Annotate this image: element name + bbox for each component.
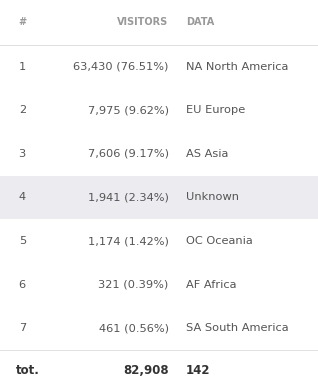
Text: 7,975 (9.62%): 7,975 (9.62%) [87, 105, 169, 115]
Text: OC Oceania: OC Oceania [186, 236, 253, 246]
Text: SA South America: SA South America [186, 323, 289, 333]
Text: 461 (0.56%): 461 (0.56%) [99, 323, 169, 333]
Text: 5: 5 [19, 236, 26, 246]
Text: NA North America: NA North America [186, 62, 288, 72]
Text: tot.: tot. [16, 364, 40, 377]
Text: 321 (0.39%): 321 (0.39%) [98, 280, 169, 290]
Text: DATA: DATA [186, 18, 214, 27]
Bar [0, 176, 318, 219]
Text: 1,941 (2.34%): 1,941 (2.34%) [88, 192, 169, 203]
Text: Unknown: Unknown [186, 192, 239, 203]
Text: 1,174 (1.42%): 1,174 (1.42%) [88, 236, 169, 246]
Text: 7: 7 [19, 323, 26, 333]
Text: 82,908: 82,908 [123, 364, 169, 377]
Text: VISITORS: VISITORS [117, 18, 169, 27]
Text: 6: 6 [19, 280, 26, 290]
Text: AF Africa: AF Africa [186, 280, 237, 290]
Text: AS Asia: AS Asia [186, 149, 228, 159]
Text: 7,606 (9.17%): 7,606 (9.17%) [87, 149, 169, 159]
Text: 142: 142 [186, 364, 211, 377]
Text: 4: 4 [19, 192, 26, 203]
Text: 2: 2 [19, 105, 26, 115]
Text: 3: 3 [19, 149, 26, 159]
Text: EU Europe: EU Europe [186, 105, 245, 115]
Text: 63,430 (76.51%): 63,430 (76.51%) [73, 62, 169, 72]
Text: #: # [18, 18, 26, 27]
Text: 1: 1 [19, 62, 26, 72]
